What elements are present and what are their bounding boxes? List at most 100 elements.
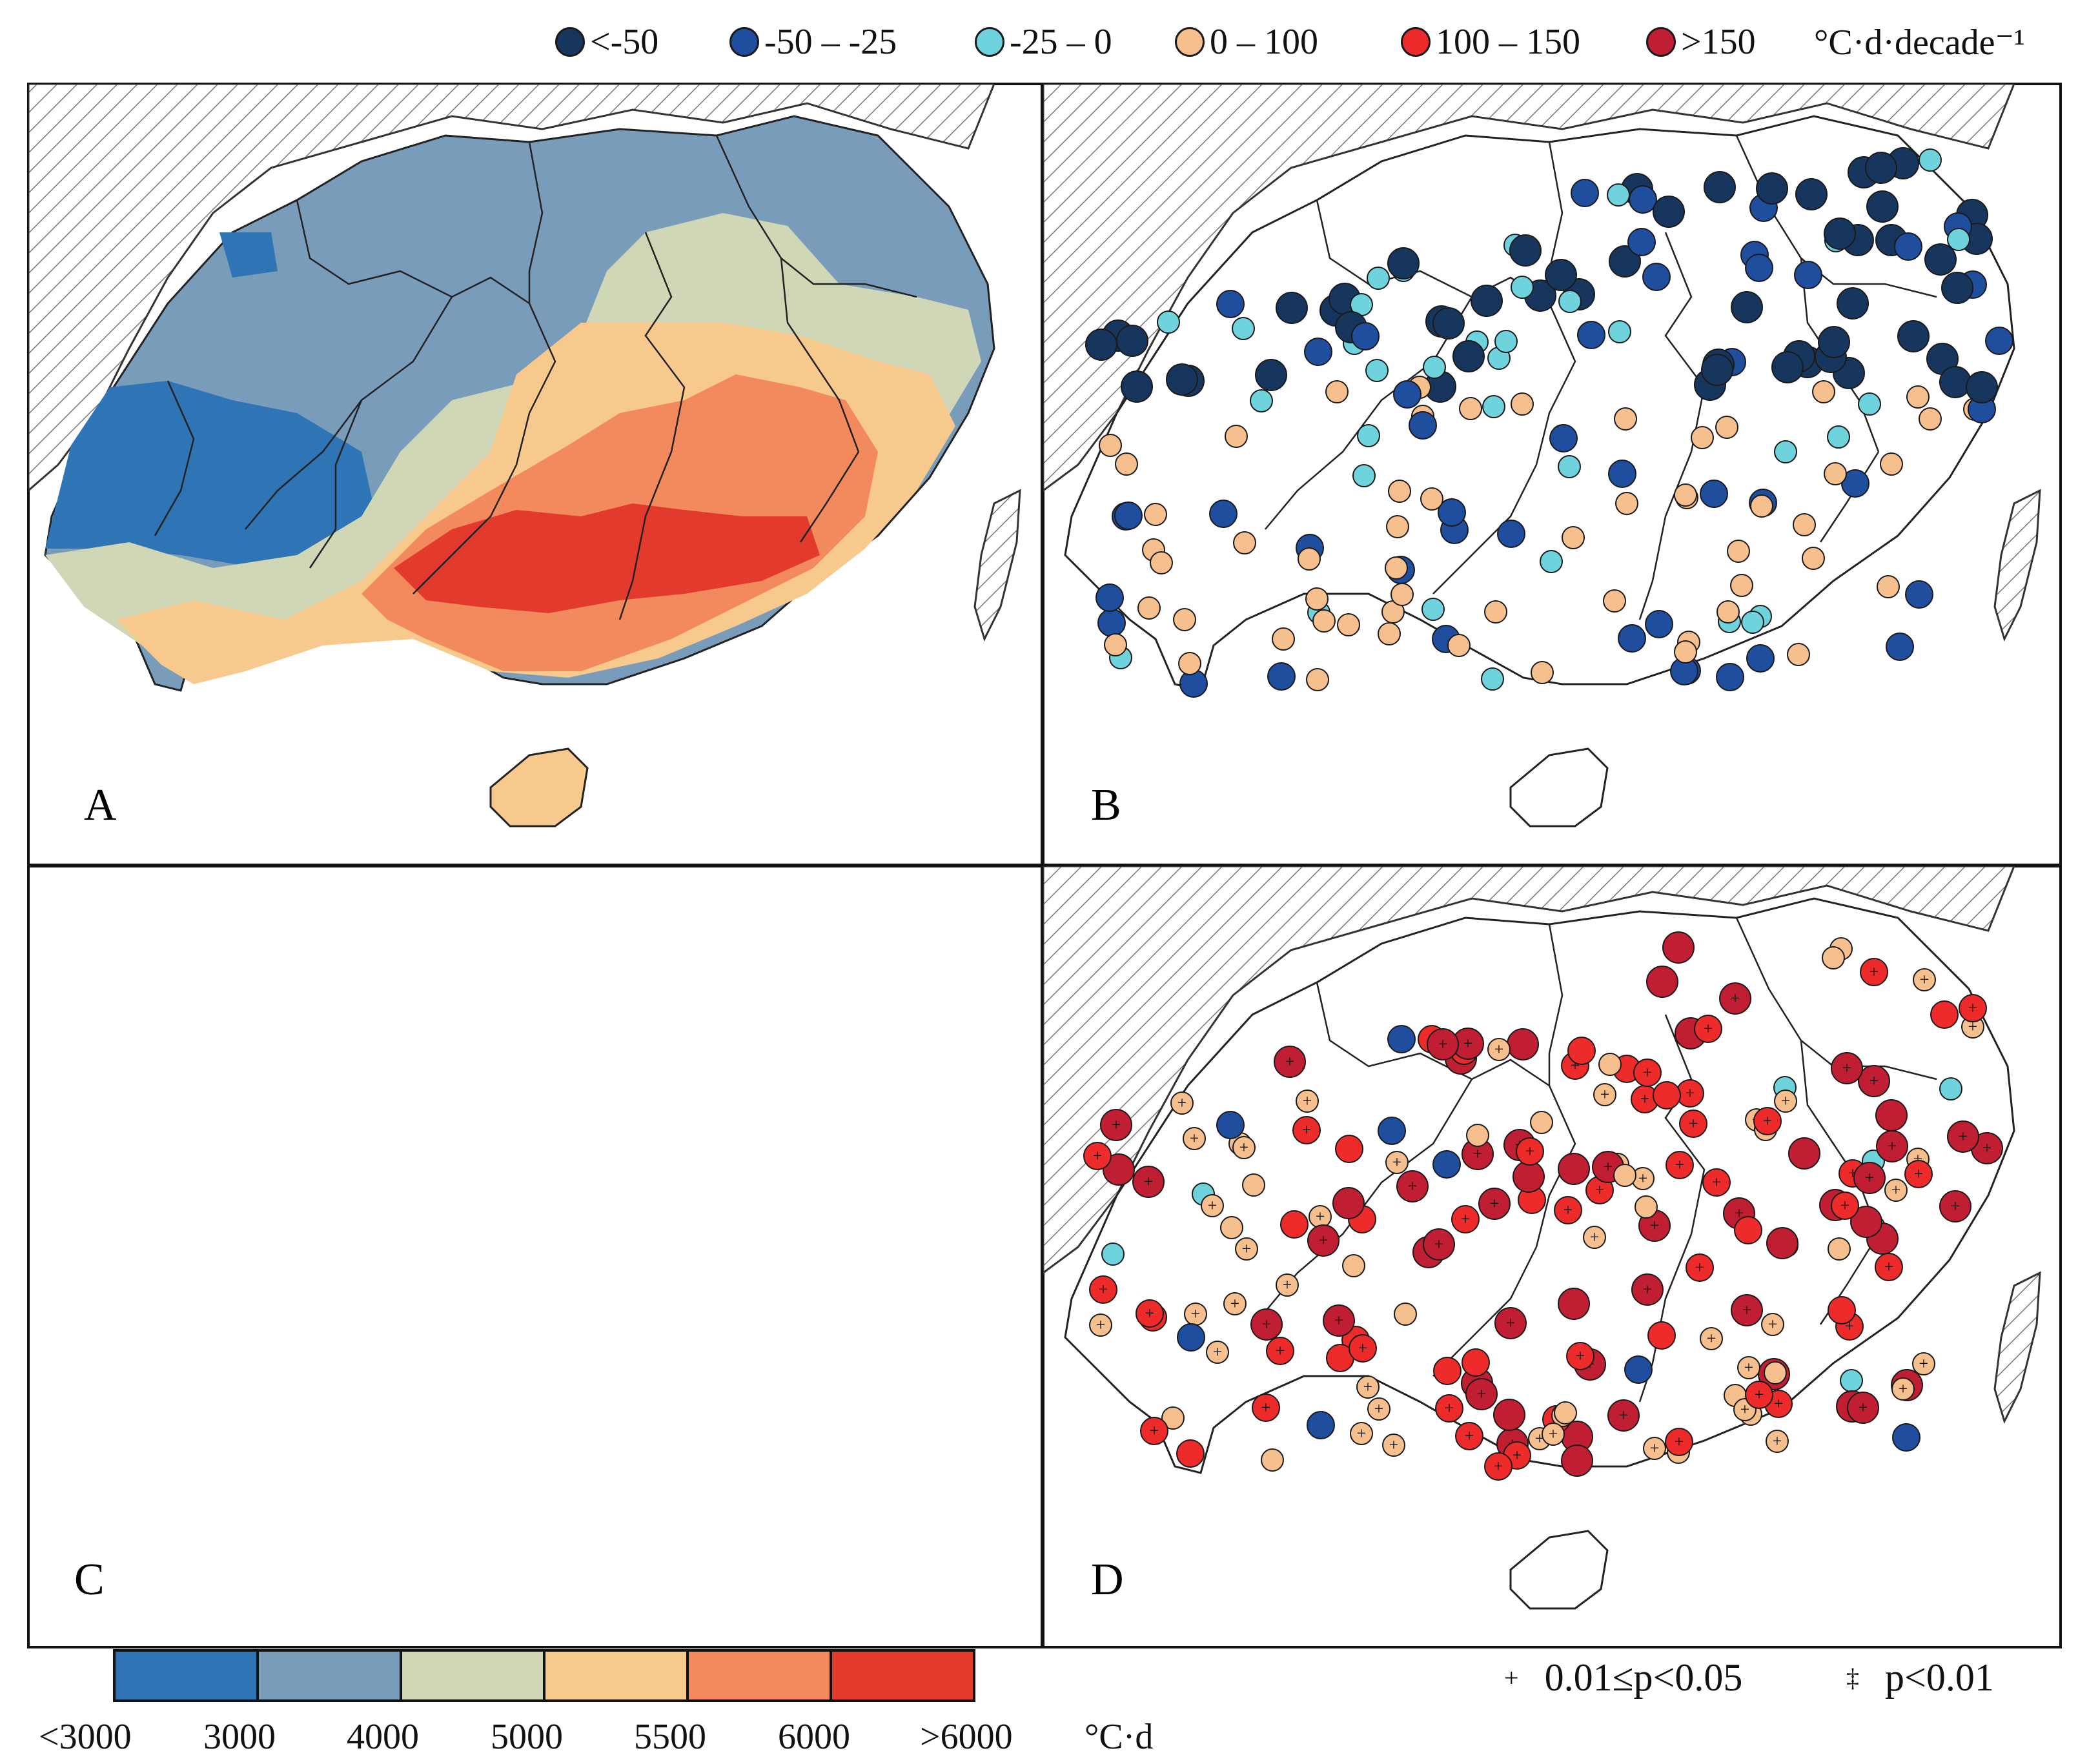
station-dot — [1305, 587, 1329, 611]
station-dot — [1818, 326, 1850, 358]
station-dot — [1633, 1059, 1662, 1087]
station-dot — [1892, 1423, 1920, 1452]
station-dot — [1727, 540, 1750, 563]
station-dot — [1298, 547, 1321, 571]
station-dot — [1629, 185, 1657, 214]
station-dot — [1761, 1313, 1784, 1336]
station-dot — [1831, 1052, 1863, 1084]
station-dot — [1558, 455, 1581, 478]
station-dot — [1378, 1117, 1406, 1145]
significance-mark: + — [1773, 1432, 1782, 1450]
significance-mark: + — [1755, 1385, 1764, 1404]
station-dot — [1645, 610, 1673, 638]
station-dot — [1877, 575, 1900, 598]
station-dot — [1183, 1127, 1206, 1150]
station-dot — [1116, 325, 1148, 357]
legend-label: >150 — [1681, 22, 1756, 62]
significance-mark: + — [1619, 1406, 1629, 1424]
colorbar-swatch-3000-4000 — [256, 1649, 402, 1702]
significance-mark: + — [1438, 1035, 1448, 1053]
station-dot — [1089, 1313, 1112, 1337]
significance-mark: + — [1434, 1235, 1444, 1253]
station-dot — [1679, 1110, 1707, 1138]
station-dot — [1420, 487, 1443, 511]
significance-mark: + — [1525, 1142, 1535, 1161]
significance-mark: + — [1675, 1432, 1684, 1451]
station-dot — [1906, 385, 1930, 409]
station-dot — [1562, 526, 1585, 549]
station-dot — [1409, 411, 1437, 440]
station-dot — [1335, 1135, 1363, 1163]
station-dot — [1615, 492, 1638, 515]
station-dot — [1433, 1357, 1462, 1385]
station-dot — [1432, 1150, 1461, 1179]
taiwan-island — [1993, 1271, 2041, 1424]
station-dot — [1462, 1348, 1490, 1377]
station-dot — [1653, 196, 1685, 228]
station-dot — [1745, 254, 1773, 282]
hatched-region-north — [1043, 866, 2015, 1274]
station-dot — [1356, 1375, 1380, 1399]
legend-dot — [1401, 27, 1431, 57]
significance-mark: + — [1744, 1358, 1754, 1377]
station-dot — [1166, 363, 1198, 396]
station-dot — [1365, 359, 1389, 382]
significance-mark: + — [1763, 1111, 1773, 1130]
station-dot — [1511, 392, 1534, 416]
significance-mark: + — [1408, 1177, 1418, 1195]
significance-mark: + — [1840, 1196, 1850, 1215]
significance-mark: + — [1445, 1399, 1454, 1417]
station-dot — [1598, 1053, 1622, 1076]
legend-item-minus50-minus25: -50 – -25 — [729, 13, 897, 71]
panel-d: + + + + + + + + + + + + + + + + + + + + + + + + + + + + + + + + + + + + + + + +… — [1042, 865, 2062, 1648]
legend-dot — [1646, 27, 1676, 57]
station-dot — [1905, 580, 1933, 609]
significance-mark: + — [1869, 962, 1879, 981]
station-dot — [1312, 609, 1336, 633]
significance-mark: + — [1712, 1173, 1722, 1191]
station-dot — [1701, 354, 1733, 386]
station-dot — [1647, 1321, 1676, 1350]
station-dot — [1614, 407, 1637, 431]
significance-mark: + — [1319, 1231, 1329, 1250]
station-dot — [1828, 1296, 1856, 1324]
station-dot — [1465, 1378, 1498, 1410]
station-dot — [1608, 460, 1636, 488]
colorbar-swatch-lt3000 — [113, 1649, 259, 1702]
station-dot — [1484, 600, 1507, 623]
station-dot — [1261, 1448, 1284, 1472]
significance-mark: + — [1099, 1280, 1108, 1299]
station-dot — [1144, 503, 1167, 526]
station-dot — [1764, 1361, 1787, 1384]
station-dot — [1083, 1142, 1112, 1170]
station-dot — [1812, 380, 1835, 403]
station-dot — [1730, 574, 1753, 597]
significance-mark: + — [1982, 1139, 1992, 1157]
significance-mark: + — [1549, 1424, 1558, 1443]
station-dot — [1266, 1337, 1294, 1365]
station-dot — [1540, 550, 1563, 573]
station-dot — [1157, 310, 1180, 334]
station-dot — [1753, 1107, 1782, 1135]
station-dot — [1136, 1299, 1164, 1328]
station-dot — [1089, 1275, 1117, 1304]
station-dot — [1831, 1191, 1859, 1220]
station-dot — [1897, 320, 1930, 352]
station-dot — [1731, 1294, 1763, 1326]
station-dot — [1385, 1151, 1409, 1174]
station-dot — [1530, 1111, 1553, 1134]
station-dot — [1481, 667, 1504, 691]
station-dot — [1511, 276, 1534, 299]
station-dot — [1459, 397, 1482, 420]
station-dot — [1276, 1273, 1299, 1297]
station-dot — [1824, 462, 1847, 485]
station-dot — [1904, 1160, 1933, 1188]
significance-mark: + — [1513, 1446, 1522, 1465]
station-dot — [1828, 1237, 1851, 1261]
station-dot — [1484, 1452, 1513, 1481]
sig-label: p<0.01 — [1885, 1656, 1994, 1699]
station-dot — [1513, 1161, 1545, 1193]
station-dot — [1232, 317, 1255, 340]
significance-mark: + — [1239, 1138, 1249, 1157]
